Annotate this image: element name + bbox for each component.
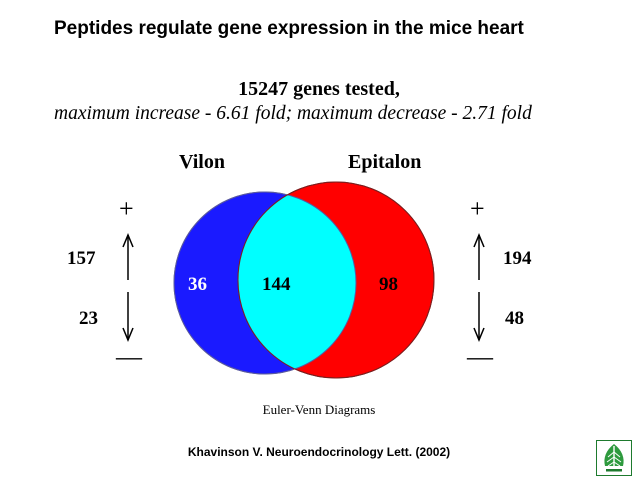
fold-range-subtitle: maximum increase - 6.61 fold; maximum de… <box>54 103 532 124</box>
citation: Khavinson V. Neuroendocrinology Lett. (2… <box>187 445 451 459</box>
down-arrow-icon <box>473 292 485 342</box>
epitalon-only-count: 98 <box>379 274 398 295</box>
slide-title: Peptides regulate gene expression in the… <box>54 18 524 39</box>
left-minus-sign: — <box>116 342 142 371</box>
vilon-only-count: 36 <box>188 274 207 295</box>
vilon-up-count: 157 <box>67 248 96 269</box>
vilon-outline <box>173 191 357 375</box>
overlap-count: 144 <box>262 274 291 295</box>
overlap-region <box>238 192 356 374</box>
diagram-caption: Euler-Venn Diagrams <box>262 402 376 417</box>
up-arrow-icon <box>122 233 134 280</box>
genes-tested-heading: 15247 genes tested, <box>238 78 400 100</box>
right-minus-sign: — <box>467 342 493 371</box>
up-arrow-icon <box>473 233 485 280</box>
epitalon-outline <box>237 181 435 379</box>
right-plus-sign: + <box>470 194 485 223</box>
leaf-tree-logo-icon <box>596 440 632 476</box>
epitalon-down-count: 48 <box>505 308 524 329</box>
epitalon-up-count: 194 <box>503 248 532 269</box>
down-arrow-icon <box>122 292 134 342</box>
left-plus-sign: + <box>119 194 134 223</box>
vilon-down-count: 23 <box>79 308 98 329</box>
vilon-set-label: Vilon <box>179 151 225 173</box>
epitalon-set-label: Epitalon <box>348 151 422 173</box>
